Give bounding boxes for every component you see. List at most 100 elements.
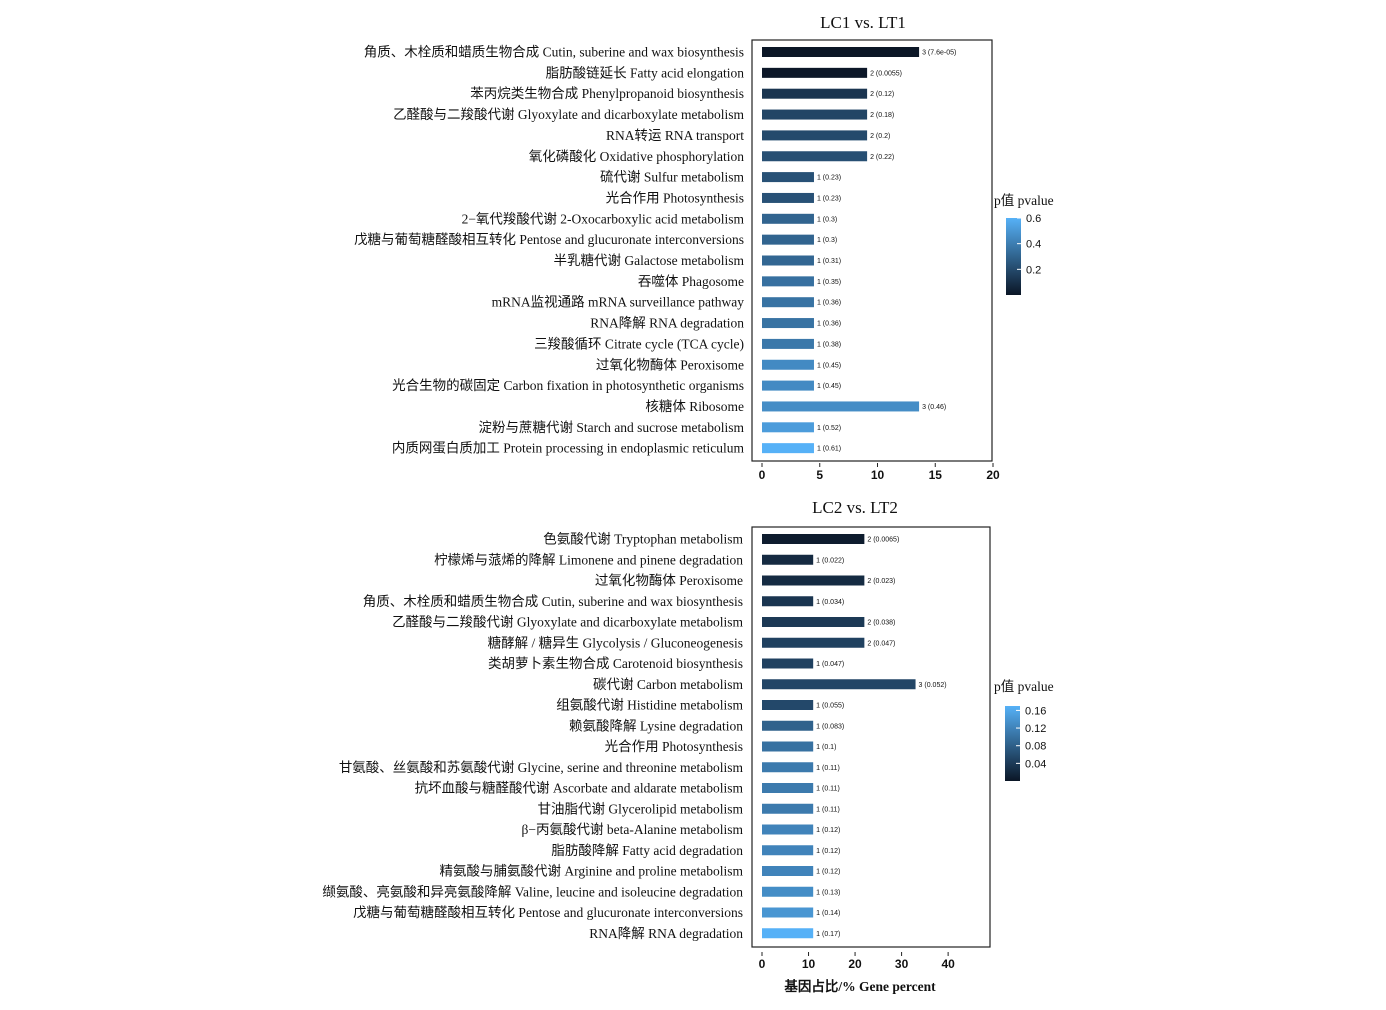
category-label: 角质、木栓质和蜡质生物合成 Cutin, suberine and wax bi… (364, 45, 744, 60)
bar (762, 338, 814, 349)
bar-data-label: 1 (0.23) (817, 195, 841, 202)
bar (762, 255, 814, 266)
panel-1-colorbar-ticks: 0.6 0.4 0.2 (1017, 213, 1041, 276)
bar-data-label: 1 (0.14) (816, 910, 840, 917)
category-label: 氧化磷酸化 Oxidative phosphorylation (529, 149, 744, 164)
category-label: 苯丙烷类生物合成 Phenylpropanoid biosynthesis (470, 86, 744, 101)
bar-data-label: 1 (0.11) (816, 806, 840, 813)
bar-data-label: 1 (0.36) (817, 321, 841, 328)
x-tick-label: 5 (816, 468, 823, 482)
category-label: 过氧化物酶体 Peroxisome (595, 573, 743, 588)
bar (762, 845, 814, 856)
bar-data-label: 2 (0.22) (870, 154, 894, 161)
category-label: β−丙氨酸代谢 beta-Alanine metabolism (522, 822, 744, 837)
category-label: 2−氧代羧酸代谢 2-Oxocarboxylic acid metabolism (462, 211, 745, 226)
legend-tick-label: 0.04 (1025, 758, 1046, 770)
panel-1-plot-frame (751, 39, 993, 462)
bar-data-label: 1 (0.61) (817, 446, 841, 453)
bar-data-label: 3 (0.052) (919, 682, 947, 689)
panel-2-title: LC2 vs. LT2 (812, 498, 898, 517)
category-label: 光合生物的碳固定 Carbon fixation in photosynthet… (392, 378, 744, 393)
category-label: 柠檬烯与蒎烯的降解 Limonene and pinene degradatio… (434, 552, 743, 567)
x-tick-label: 20 (848, 957, 862, 971)
bar-data-label: 1 (0.52) (817, 425, 841, 432)
x-tick-label: 15 (929, 468, 943, 482)
bar (762, 617, 865, 627)
x-tick-label: 20 (986, 468, 1000, 482)
bar (762, 109, 868, 120)
bar (762, 172, 814, 183)
panel-1-legend-title: p值 pvalue (994, 193, 1054, 208)
bar (762, 401, 920, 412)
bar-data-label: 2 (0.0055) (870, 70, 902, 77)
bar-data-label: 1 (0.055) (816, 703, 844, 710)
x-tick-label: 40 (941, 957, 955, 971)
bar-data-label: 1 (0.45) (817, 383, 841, 390)
legend-tick-label: 0.16 (1025, 705, 1046, 717)
bar-data-label: 1 (0.047) (816, 661, 844, 668)
bar (762, 886, 814, 897)
bar (762, 866, 814, 876)
bar-data-label: 2 (0.18) (870, 112, 894, 119)
bar (762, 297, 814, 308)
category-label: 甘氨酸、丝氨酸和苏氨酸代谢 Glycine, serine and threon… (339, 760, 744, 775)
category-label: RNA降解 RNA degradation (590, 316, 744, 331)
panel-2-x-ticks: 0 10 20 30 40 (759, 952, 955, 971)
bar (762, 554, 814, 565)
panel-2-plot-frame (751, 526, 991, 948)
panel-1-x-ticks: 0 5 10 15 20 (759, 463, 1000, 482)
panel-1: LC1 vs. LT1 角质、木栓质和蜡质生物合成 Cutin, suberin… (354, 13, 1054, 482)
category-label: 赖氨酸降解 Lysine degradation (569, 718, 743, 733)
bar-data-label: 2 (0.023) (867, 578, 895, 585)
bar-data-label: 1 (0.23) (817, 175, 841, 182)
legend-tick-label: 0.2 (1026, 264, 1041, 276)
category-label: mRNA监视通路 mRNA surveillance pathway (492, 295, 745, 310)
bar-data-label: 1 (0.38) (817, 341, 841, 348)
bar-data-label: 3 (7.6e-05) (922, 50, 956, 57)
bar (762, 679, 916, 690)
bar (762, 596, 814, 607)
bar (762, 213, 814, 224)
category-label: 光合作用 Photosynthesis (605, 739, 743, 754)
bar (762, 907, 814, 918)
bar (762, 443, 814, 454)
category-label: 脂肪酸降解 Fatty acid degradation (551, 843, 743, 858)
bar-data-label: 1 (0.12) (816, 848, 840, 855)
panel-1-legend: p值 pvalue 0.6 0.4 0.2 (994, 193, 1054, 295)
category-label: RNA降解 RNA degradation (589, 926, 743, 941)
panel-2-legend: p值 pvalue 0.16 0.12 0.08 0.04 (994, 679, 1054, 781)
category-label: 光合作用 Photosynthesis (606, 190, 744, 205)
bar (762, 359, 814, 370)
legend-tick-label: 0.4 (1026, 239, 1041, 251)
bar-data-label: 1 (0.3) (817, 237, 837, 244)
bar (762, 422, 814, 433)
category-label: 乙醛酸与二羧酸代谢 Glyoxylate and dicarboxylate m… (392, 615, 743, 630)
bar (762, 534, 865, 544)
panel-1-data-labels: 3 (7.6e-05) 2 (0.0055) 2 (0.12) 2 (0.18) 2 (… (817, 50, 956, 453)
x-tick-label: 10 (802, 957, 816, 971)
bar (762, 192, 814, 203)
x-tick-label: 0 (759, 957, 766, 971)
bar (762, 67, 868, 78)
bar-data-label: 1 (0.3) (817, 216, 837, 223)
bar-data-label: 1 (0.12) (816, 827, 840, 834)
panel-2-colorbar (1005, 706, 1020, 781)
category-label: 缬氨酸、亮氨酸和异亮氨酸降解 Valine, leucine and isole… (322, 883, 743, 899)
bar-data-label: 2 (0.047) (867, 640, 895, 647)
x-tick-label: 0 (759, 468, 766, 482)
bar (762, 130, 868, 141)
category-label: 戊糖与葡萄糖醛酸相互转化 Pentose and glucuronate int… (354, 232, 744, 247)
bar-data-label: 1 (0.17) (816, 931, 840, 938)
category-label: 甘油脂代谢 Glycerolipid metabolism (538, 801, 744, 816)
category-label: 戊糖与葡萄糖醛酸相互转化 Pentose and glucuronate int… (353, 905, 743, 920)
panel-2-category-labels: 色氨酸代谢 Tryptophan metabolism 柠檬烯与蒎烯的降解 Lim… (322, 531, 743, 941)
panel-1-colorbar (1006, 218, 1021, 295)
category-label: 三羧酸循环 Citrate cycle (TCA cycle) (534, 336, 744, 351)
bar-data-label: 1 (0.35) (817, 279, 841, 286)
x-tick-label: 10 (871, 468, 885, 482)
bar-data-label: 1 (0.1) (816, 744, 836, 751)
category-label: 脂肪酸链延长 Fatty acid elongation (546, 65, 745, 80)
bar (762, 824, 814, 835)
panel-2-data-labels: 2 (0.0065) 1 (0.022) 2 (0.023) 1 (0.034) 2 (… (816, 537, 946, 938)
